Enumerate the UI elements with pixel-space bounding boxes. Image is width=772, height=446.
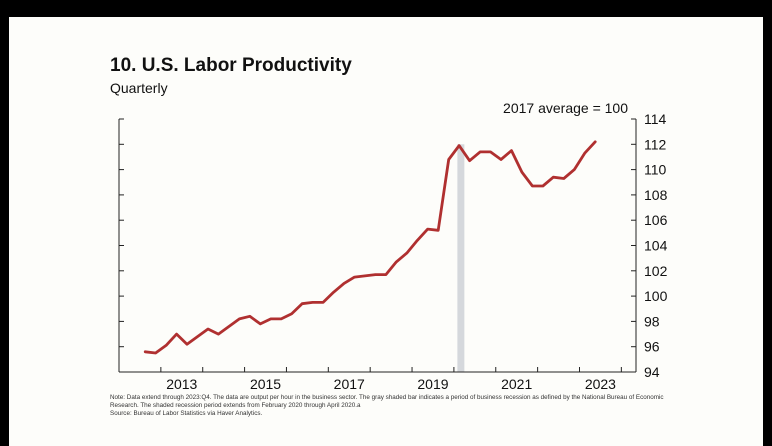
- chart-subtitle: Quarterly: [110, 80, 168, 96]
- data-point: [562, 177, 565, 180]
- data-point: [259, 323, 262, 325]
- y-axis-unit-label: 2017 average = 100: [503, 100, 628, 116]
- data-point: [374, 273, 377, 276]
- y-tick-label: 106: [644, 212, 668, 228]
- y-tick-label: 114: [644, 111, 667, 127]
- x-tick-label: 2023: [585, 376, 616, 392]
- data-point: [144, 350, 146, 353]
- data-point: [332, 291, 335, 294]
- y-tick-label: 102: [644, 263, 668, 279]
- data-point: [322, 301, 324, 304]
- y-tick-label: 100: [644, 288, 668, 304]
- chart-notes: Note: Data extend through 2023:Q4. The d…: [110, 394, 670, 418]
- y-tick-label: 94: [644, 364, 660, 380]
- source-text: Source: Bureau of Labor Statistics via H…: [110, 410, 263, 417]
- data-point: [510, 149, 513, 152]
- data-point: [343, 282, 345, 285]
- data-point: [437, 229, 440, 232]
- x-tick-label: 2021: [501, 376, 532, 392]
- series-layer: [143, 140, 597, 355]
- y-tick-label: 104: [644, 238, 668, 254]
- data-point: [269, 318, 272, 320]
- axes-layer: [118, 118, 637, 373]
- x-tick-label: 2013: [166, 376, 197, 392]
- data-point: [238, 318, 241, 320]
- data-point: [280, 318, 283, 320]
- data-point: [301, 302, 303, 305]
- data-point: [385, 273, 387, 276]
- data-point: [165, 344, 167, 347]
- data-point: [353, 276, 356, 278]
- data-point: [552, 176, 555, 178]
- y-tick-label: 108: [644, 187, 668, 203]
- data-point: [249, 315, 251, 318]
- data-point: [311, 301, 314, 304]
- data-point: [228, 325, 230, 328]
- data-point: [447, 158, 450, 161]
- data-point: [426, 228, 429, 230]
- chart-panel: [9, 17, 763, 446]
- data-point: [489, 151, 492, 153]
- y-tick-label: 110: [644, 162, 667, 178]
- y-tick-label: 96: [644, 339, 660, 355]
- x-tick-label: 2019: [417, 376, 448, 392]
- data-point: [175, 333, 178, 335]
- y-tick-label: 112: [644, 136, 667, 152]
- top-black-bar: [0, 0, 772, 17]
- data-point: [573, 168, 576, 171]
- data-point: [154, 352, 157, 354]
- data-point: [416, 239, 419, 242]
- series-line: [143, 140, 597, 355]
- data-point: [468, 159, 471, 162]
- data-point: [290, 313, 293, 315]
- data-point: [406, 252, 408, 254]
- data-point: [364, 275, 366, 277]
- data-point: [207, 328, 209, 330]
- note-text: Note: Data extend through 2023:Q4. The d…: [110, 394, 664, 409]
- data-point: [458, 144, 460, 147]
- data-point: [521, 171, 523, 173]
- x-tick-label: 2015: [250, 376, 281, 392]
- recession-shade: [457, 144, 465, 372]
- data-point: [594, 140, 596, 143]
- data-point: [479, 151, 481, 153]
- y-tick-label: 98: [644, 313, 660, 329]
- data-point: [500, 158, 502, 161]
- data-point: [531, 185, 534, 187]
- data-point: [542, 185, 544, 187]
- data-point: [196, 335, 199, 338]
- data-point: [395, 261, 398, 263]
- chart-title: 10. U.S. Labor Productivity: [110, 55, 352, 76]
- recession-layer: [457, 144, 465, 372]
- data-point: [217, 333, 220, 335]
- data-point: [186, 343, 188, 345]
- x-tick-label: 2017: [334, 376, 365, 392]
- data-point: [583, 152, 586, 154]
- tick-labels-layer: 94 96 98 100 102 104 106 108 110 112 114 2013 2015 20…: [166, 111, 667, 392]
